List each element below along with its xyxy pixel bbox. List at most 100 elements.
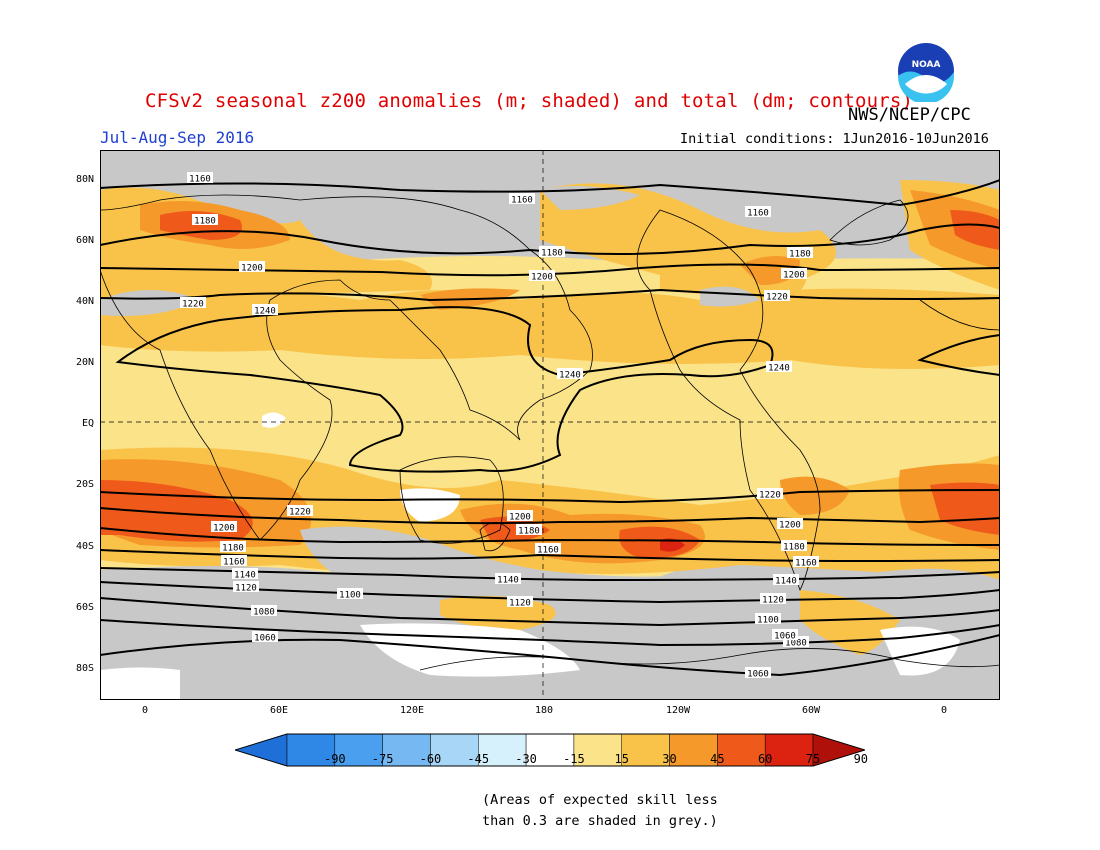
colorbar-cell	[717, 733, 766, 767]
lat-label: 20S	[75, 479, 94, 490]
forecast-period: Jul-Aug-Sep 2016	[100, 128, 255, 147]
svg-text:1180: 1180	[789, 250, 811, 260]
lat-label: 60N	[75, 235, 94, 246]
svg-text:1180: 1180	[518, 527, 540, 537]
contour-1200-south	[100, 507, 1000, 525]
coastlines	[100, 194, 1000, 671]
initial-conditions: Initial conditions: 1Jun2016-10Jun2016	[680, 131, 989, 147]
skill-grey-area	[700, 286, 760, 307]
svg-text:1180: 1180	[541, 249, 563, 259]
lon-label: 120W	[665, 705, 691, 716]
colorbar-label: -75	[371, 752, 394, 766]
contour-1180-north	[100, 223, 1000, 255]
svg-text:NOAA: NOAA	[912, 60, 941, 70]
contour-1140-south	[100, 567, 1000, 582]
contour-label: 1140	[773, 574, 799, 587]
contour-label: 1200	[239, 261, 265, 274]
colorbar-cell	[525, 733, 575, 767]
contour-1100-south	[100, 597, 1000, 627]
svg-text:1200: 1200	[531, 273, 553, 283]
svg-text:1220: 1220	[759, 491, 781, 501]
anomaly-shade-30	[100, 288, 1000, 369]
contour-label: 1180	[539, 246, 565, 259]
svg-text:1080: 1080	[253, 608, 275, 618]
contour-1160-north	[100, 179, 1000, 207]
contour-label: 1240	[766, 361, 792, 374]
lat-label: EQ	[81, 418, 94, 429]
colorbar-cell	[621, 733, 670, 767]
contour-1080-south	[100, 619, 1000, 647]
lon-label: 0	[141, 705, 149, 716]
chart-title: CFSv2 seasonal z200 anomalies (m; shaded…	[145, 90, 914, 112]
skill-note: (Areas of expected skill less	[482, 792, 718, 808]
svg-text:1160: 1160	[537, 546, 559, 556]
anomaly-shade-white	[100, 667, 180, 700]
skill-grey-area	[100, 290, 200, 316]
svg-text:1180: 1180	[222, 544, 244, 554]
anomaly-map: 1160 1180 1200 1220 1240 1160 1180 1200 1240 1160…	[100, 150, 1000, 700]
contour-label: 1200	[777, 518, 803, 531]
svg-text:1120: 1120	[762, 596, 784, 606]
lon-label: 180	[534, 705, 554, 716]
colorbar-cell	[573, 733, 622, 767]
svg-text:1240: 1240	[768, 364, 790, 374]
contour-label: 1180	[787, 247, 813, 260]
contour-label: 1100	[755, 613, 781, 626]
anomaly-shade-white	[262, 412, 286, 428]
contour-label: 1240	[557, 368, 583, 381]
lat-label: 80N	[75, 174, 94, 185]
colorbar-label: 60	[757, 752, 773, 766]
svg-text:1120: 1120	[509, 599, 531, 609]
svg-text:1080: 1080	[785, 639, 807, 649]
skill-grey-area	[540, 186, 640, 210]
lat-label: 40N	[75, 296, 94, 307]
svg-text:1160: 1160	[223, 558, 245, 568]
contour-label: 1220	[180, 297, 206, 310]
svg-text:1160: 1160	[189, 175, 211, 185]
anomaly-shade-white	[400, 488, 460, 522]
anomaly-shade-60	[619, 526, 700, 559]
colorbar-cell	[286, 733, 336, 767]
svg-text:1100: 1100	[757, 616, 779, 626]
svg-text:1100: 1100	[339, 591, 361, 601]
lat-label: 20N	[75, 357, 94, 368]
lon-label: 120E	[399, 705, 425, 716]
svg-text:1200: 1200	[783, 271, 805, 281]
anomaly-shade-30	[660, 240, 807, 300]
contour-label: 1240	[252, 304, 278, 317]
colorbar-label: 75	[805, 752, 821, 766]
contour-label: 1100	[337, 588, 363, 601]
svg-text:1160: 1160	[511, 196, 533, 206]
svg-text:1240: 1240	[559, 371, 581, 381]
svg-text:1240: 1240	[254, 307, 276, 317]
contour-label: 1120	[760, 593, 786, 606]
lat-label: 40S	[75, 541, 94, 552]
contour-label: 1180	[781, 540, 807, 553]
svg-text:1200: 1200	[779, 521, 801, 531]
colorbar-label: -30	[515, 752, 537, 766]
contour-label: 1200	[529, 270, 555, 283]
color-scale-bar	[235, 733, 865, 767]
contour-label: 1200	[781, 268, 807, 281]
contour-label: 1120	[507, 596, 533, 609]
contour-1240-east	[917, 333, 1000, 377]
colorbar-label: 30	[662, 752, 677, 766]
lat-label: 80S	[75, 663, 94, 674]
colorbar-cell	[235, 733, 288, 767]
svg-text:1140: 1140	[234, 571, 256, 581]
contour-label: 1180	[220, 541, 246, 554]
lon-label: 60W	[801, 705, 821, 716]
svg-text:1060: 1060	[747, 670, 769, 680]
contour-label: 1160	[187, 172, 213, 185]
anomaly-shade-60	[950, 210, 1000, 250]
contour-1220-north	[100, 288, 1000, 302]
contour-1120-south	[100, 581, 1000, 604]
contour-1220-south	[100, 489, 1000, 504]
svg-text:1180: 1180	[783, 543, 805, 553]
colorbar-cell	[669, 733, 718, 767]
contour-1180-south	[100, 527, 1000, 546]
contour-label: 1080	[783, 636, 809, 649]
contour-1160-south	[100, 549, 1000, 562]
contour-label: 1220	[287, 505, 313, 518]
anomaly-shade-45	[780, 476, 850, 515]
